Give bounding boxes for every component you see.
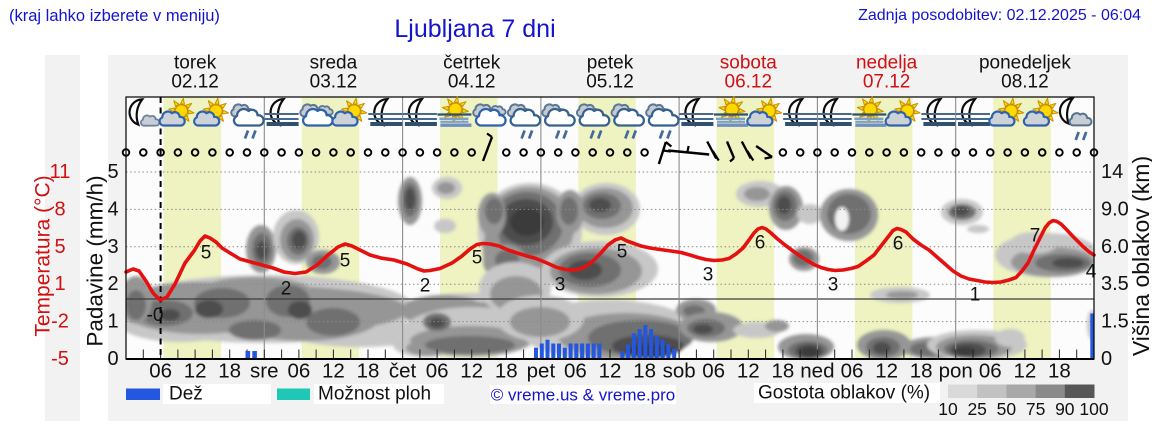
svg-text:1: 1 <box>970 285 981 306</box>
svg-text:75: 75 <box>1026 399 1045 419</box>
svg-text:sre: sre <box>250 360 278 383</box>
svg-text:14: 14 <box>1101 161 1123 183</box>
svg-text:5: 5 <box>617 242 628 263</box>
svg-text:10: 10 <box>938 399 958 419</box>
svg-text:petek: petek <box>587 53 634 74</box>
svg-text:1.5: 1.5 <box>1101 311 1129 333</box>
svg-text:sreda: sreda <box>310 53 358 74</box>
svg-text:12: 12 <box>1013 360 1036 383</box>
svg-text:25: 25 <box>967 399 986 419</box>
svg-text:18: 18 <box>633 360 656 383</box>
svg-text:ponedeljek: ponedeljek <box>979 53 1071 74</box>
svg-text:12: 12 <box>460 360 483 383</box>
svg-text:4: 4 <box>107 198 118 220</box>
svg-text:Dež: Dež <box>169 384 203 405</box>
svg-text:3: 3 <box>828 275 839 296</box>
svg-text:Padavine (mm/h): Padavine (mm/h) <box>83 175 108 346</box>
svg-text:1: 1 <box>54 273 65 295</box>
svg-text:čet: čet <box>389 360 417 383</box>
svg-text:03.12: 03.12 <box>310 72 358 93</box>
svg-text:ned: ned <box>800 360 834 383</box>
svg-text:-5: -5 <box>51 348 69 370</box>
svg-text:5: 5 <box>54 236 65 258</box>
svg-text:četrtek: četrtek <box>443 53 501 74</box>
svg-text:Možnost ploh: Možnost ploh <box>318 384 431 405</box>
svg-text:12: 12 <box>184 360 207 383</box>
svg-text:5: 5 <box>472 248 483 269</box>
svg-text:2: 2 <box>107 273 118 295</box>
svg-text:12: 12 <box>322 360 345 383</box>
svg-text:-0: -0 <box>147 305 164 326</box>
svg-text:0: 0 <box>1101 348 1112 370</box>
svg-text:06: 06 <box>841 360 864 383</box>
svg-text:05.12: 05.12 <box>586 72 634 93</box>
svg-text:-2: -2 <box>51 311 69 333</box>
svg-text:06: 06 <box>287 360 310 383</box>
svg-text:9.0: 9.0 <box>1101 198 1129 220</box>
svg-text:2: 2 <box>420 276 431 297</box>
svg-text:3: 3 <box>107 236 118 258</box>
svg-text:sobota: sobota <box>720 53 777 74</box>
svg-text:12: 12 <box>599 360 622 383</box>
svg-text:6: 6 <box>893 234 904 255</box>
svg-text:06: 06 <box>702 360 725 383</box>
svg-text:Zadnja posodobitev: 02.12.2025: Zadnja posodobitev: 02.12.2025 - 06:04 <box>858 7 1141 24</box>
svg-text:06: 06 <box>149 360 172 383</box>
svg-text:50: 50 <box>997 399 1017 419</box>
svg-text:torek: torek <box>174 53 217 74</box>
svg-text:3.5: 3.5 <box>1101 273 1129 295</box>
svg-text:sob: sob <box>663 360 696 383</box>
svg-text:5: 5 <box>340 251 351 272</box>
svg-text:2: 2 <box>281 279 292 300</box>
svg-text:04.12: 04.12 <box>448 72 496 93</box>
svg-text:18: 18 <box>495 360 518 383</box>
svg-text:3: 3 <box>555 275 566 296</box>
svg-text:12: 12 <box>875 360 898 383</box>
svg-text:18: 18 <box>1048 360 1071 383</box>
svg-text:18: 18 <box>771 360 794 383</box>
svg-text:7: 7 <box>1030 226 1041 247</box>
svg-text:pet: pet <box>527 360 556 383</box>
svg-text:Višina oblakov (km): Višina oblakov (km) <box>1128 156 1152 356</box>
svg-text:90: 90 <box>1055 399 1075 419</box>
svg-text:Ljubljana 7 dni: Ljubljana 7 dni <box>394 15 555 43</box>
svg-text:3: 3 <box>703 265 714 286</box>
svg-text:18: 18 <box>910 360 933 383</box>
svg-text:6: 6 <box>755 233 766 254</box>
svg-text:06: 06 <box>979 360 1002 383</box>
svg-text:06.12: 06.12 <box>725 72 773 93</box>
svg-text:pon: pon <box>939 360 973 383</box>
svg-text:5: 5 <box>107 161 118 183</box>
svg-text:© vreme.us & vreme.pro: © vreme.us & vreme.pro <box>491 386 675 405</box>
svg-text:02.12: 02.12 <box>171 72 219 93</box>
svg-text:8: 8 <box>54 198 65 220</box>
svg-text:18: 18 <box>357 360 380 383</box>
svg-text:11: 11 <box>50 161 71 183</box>
svg-text:1: 1 <box>107 311 118 333</box>
svg-text:5: 5 <box>201 243 212 264</box>
svg-text:nedelja: nedelja <box>856 53 918 74</box>
svg-text:08.12: 08.12 <box>1001 72 1049 93</box>
svg-text:0: 0 <box>107 348 118 370</box>
svg-text:07.12: 07.12 <box>863 72 911 93</box>
svg-text:4: 4 <box>1086 262 1097 283</box>
svg-text:06: 06 <box>564 360 587 383</box>
svg-text:06: 06 <box>426 360 449 383</box>
svg-text:Temperatura (°C): Temperatura (°C) <box>32 175 55 336</box>
svg-text:12: 12 <box>737 360 760 383</box>
svg-text:Gostota oblakov (%): Gostota oblakov (%) <box>758 383 930 404</box>
svg-text:(kraj lahko izberete v meniju): (kraj lahko izberete v meniju) <box>9 7 220 25</box>
svg-text:6.0: 6.0 <box>1101 236 1129 258</box>
svg-text:100: 100 <box>1079 399 1108 419</box>
svg-text:18: 18 <box>218 360 241 383</box>
